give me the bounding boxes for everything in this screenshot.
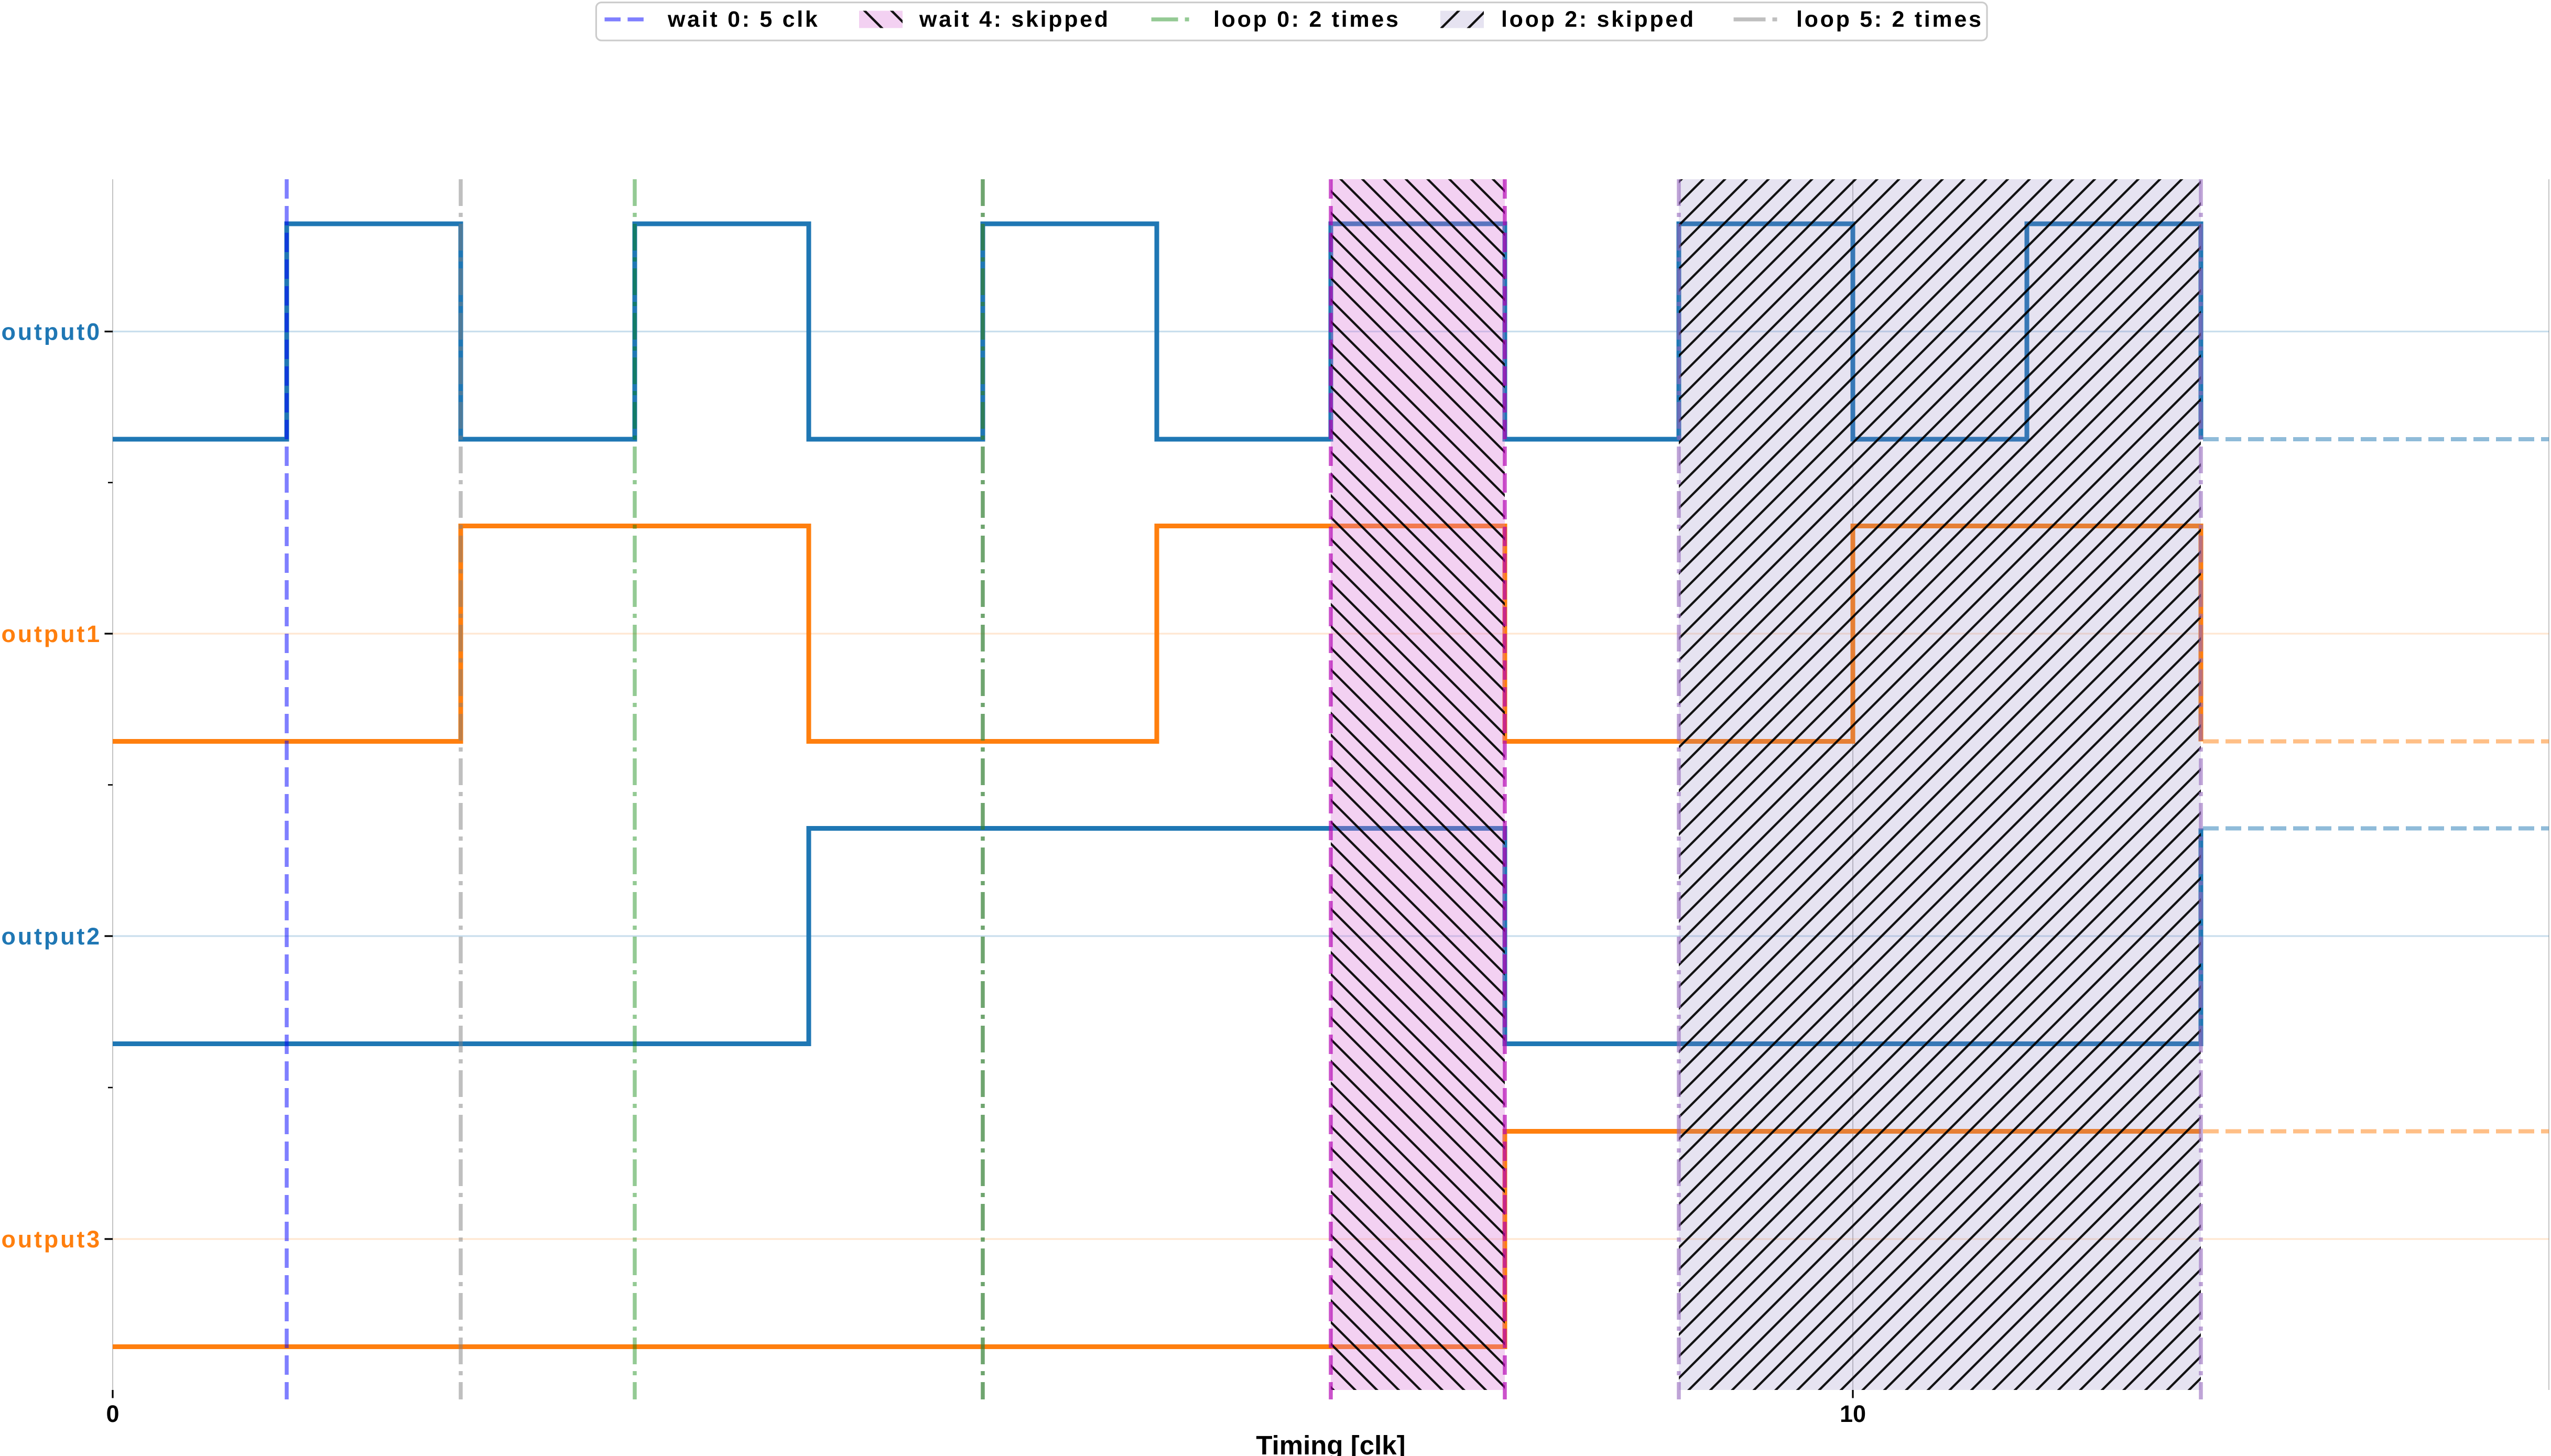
svg-text:Timing [clk]: Timing [clk] xyxy=(1256,1430,1405,1456)
svg-text:0: 0 xyxy=(106,1400,119,1427)
svg-text:10: 10 xyxy=(1840,1400,1866,1427)
svg-text:loop 0: 2 times: loop 0: 2 times xyxy=(1213,7,1401,32)
svg-text:wait 0: 5 clk: wait 0: 5 clk xyxy=(667,7,820,32)
svg-text:wait 4: skipped: wait 4: skipped xyxy=(919,7,1110,32)
svg-text:output1: output1 xyxy=(1,621,102,647)
svg-text:loop 2: skipped: loop 2: skipped xyxy=(1501,7,1696,32)
svg-text:output2: output2 xyxy=(1,923,102,950)
svg-text:output3: output3 xyxy=(1,1226,102,1253)
svg-text:loop 5: 2 times: loop 5: 2 times xyxy=(1796,7,1983,32)
svg-text:output0: output0 xyxy=(1,319,102,345)
